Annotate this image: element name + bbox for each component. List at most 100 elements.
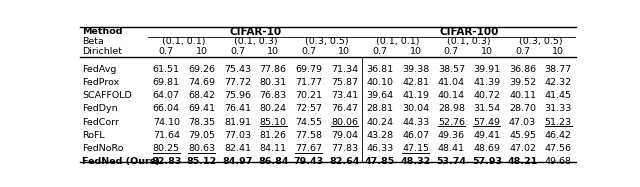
Text: 42.32: 42.32 xyxy=(545,78,572,87)
Text: 79.43: 79.43 xyxy=(294,157,324,166)
Text: 49.36: 49.36 xyxy=(438,131,465,140)
Text: 40.24: 40.24 xyxy=(367,118,394,127)
Text: 10: 10 xyxy=(410,47,422,56)
Text: 41.04: 41.04 xyxy=(438,78,465,87)
Text: 36.81: 36.81 xyxy=(367,65,394,74)
Text: 69.26: 69.26 xyxy=(188,65,216,74)
Text: 0.7: 0.7 xyxy=(515,47,530,56)
Text: 48.41: 48.41 xyxy=(438,144,465,153)
Text: 66.04: 66.04 xyxy=(153,105,180,114)
Text: FedNoRo: FedNoRo xyxy=(83,144,124,153)
Text: 77.83: 77.83 xyxy=(331,144,358,153)
Text: FedDyn: FedDyn xyxy=(83,105,118,114)
Text: 77.58: 77.58 xyxy=(295,131,323,140)
Text: 75.96: 75.96 xyxy=(224,91,251,100)
Text: RoFL: RoFL xyxy=(83,131,105,140)
Text: 81.91: 81.91 xyxy=(224,118,251,127)
Text: 79.05: 79.05 xyxy=(188,131,216,140)
Text: 46.33: 46.33 xyxy=(367,144,394,153)
Text: 85.12: 85.12 xyxy=(187,157,217,166)
Text: 39.91: 39.91 xyxy=(474,65,500,74)
Text: 77.67: 77.67 xyxy=(295,144,323,153)
Text: 78.35: 78.35 xyxy=(188,118,216,127)
Text: 69.81: 69.81 xyxy=(153,78,180,87)
Text: 77.86: 77.86 xyxy=(260,65,287,74)
Text: 80.24: 80.24 xyxy=(260,105,287,114)
Text: 31.54: 31.54 xyxy=(474,105,500,114)
Text: 41.19: 41.19 xyxy=(402,91,429,100)
Text: (0.3, 0.5): (0.3, 0.5) xyxy=(518,37,562,46)
Text: 28.70: 28.70 xyxy=(509,105,536,114)
Text: 42.81: 42.81 xyxy=(402,78,429,87)
Text: 74.10: 74.10 xyxy=(153,118,180,127)
Text: 47.03: 47.03 xyxy=(509,118,536,127)
Text: FedAvg: FedAvg xyxy=(83,65,117,74)
Text: 85.10: 85.10 xyxy=(260,118,287,127)
Text: 10: 10 xyxy=(552,47,564,56)
Text: 81.26: 81.26 xyxy=(260,131,287,140)
Text: Beta: Beta xyxy=(83,37,104,46)
Text: 73.41: 73.41 xyxy=(331,91,358,100)
Text: 40.11: 40.11 xyxy=(509,91,536,100)
Text: 46.42: 46.42 xyxy=(545,131,572,140)
Text: 48.21: 48.21 xyxy=(508,157,538,166)
Text: (0.1, 0.3): (0.1, 0.3) xyxy=(447,37,491,46)
Text: 28.81: 28.81 xyxy=(367,105,394,114)
Text: 57.93: 57.93 xyxy=(472,157,502,166)
Text: 61.51: 61.51 xyxy=(153,65,180,74)
Text: FedProx: FedProx xyxy=(83,78,120,87)
Text: 68.42: 68.42 xyxy=(188,91,216,100)
Text: 80.31: 80.31 xyxy=(260,78,287,87)
Text: 53.74: 53.74 xyxy=(436,157,467,166)
Text: 41.39: 41.39 xyxy=(474,78,500,87)
Text: 51.23: 51.23 xyxy=(545,118,572,127)
Text: Dirichlet: Dirichlet xyxy=(83,47,122,56)
Text: 77.72: 77.72 xyxy=(224,78,251,87)
Text: 10: 10 xyxy=(196,47,208,56)
Text: 71.34: 71.34 xyxy=(331,65,358,74)
Text: (0.1, 0.3): (0.1, 0.3) xyxy=(234,37,277,46)
Text: 0.7: 0.7 xyxy=(230,47,245,56)
Text: 40.10: 40.10 xyxy=(367,78,394,87)
Text: 48.69: 48.69 xyxy=(474,144,500,153)
Text: 0.7: 0.7 xyxy=(372,47,388,56)
Text: 69.79: 69.79 xyxy=(295,65,323,74)
Text: 77.03: 77.03 xyxy=(224,131,251,140)
Text: 46.07: 46.07 xyxy=(402,131,429,140)
Text: 76.47: 76.47 xyxy=(331,105,358,114)
Text: CIFAR-100: CIFAR-100 xyxy=(440,27,499,37)
Text: 71.77: 71.77 xyxy=(295,78,323,87)
Text: 79.04: 79.04 xyxy=(331,131,358,140)
Text: 31.33: 31.33 xyxy=(545,105,572,114)
Text: (0.1, 0.1): (0.1, 0.1) xyxy=(163,37,206,46)
Text: (0.3, 0.5): (0.3, 0.5) xyxy=(305,37,348,46)
Text: 76.83: 76.83 xyxy=(260,91,287,100)
Text: 30.04: 30.04 xyxy=(402,105,429,114)
Text: FedNed (Ours): FedNed (Ours) xyxy=(83,157,161,166)
Text: 49.68: 49.68 xyxy=(545,157,572,166)
Text: 82.64: 82.64 xyxy=(329,157,360,166)
Text: 44.33: 44.33 xyxy=(402,118,429,127)
Text: 57.49: 57.49 xyxy=(474,118,500,127)
Text: 45.95: 45.95 xyxy=(509,131,536,140)
Text: 0.7: 0.7 xyxy=(301,47,316,56)
Text: 0.7: 0.7 xyxy=(159,47,174,56)
Text: 75.43: 75.43 xyxy=(224,65,251,74)
Text: 86.84: 86.84 xyxy=(258,157,289,166)
Text: (0.1, 0.1): (0.1, 0.1) xyxy=(376,37,420,46)
Text: 47.56: 47.56 xyxy=(545,144,572,153)
Text: 0.7: 0.7 xyxy=(444,47,459,56)
Text: 43.28: 43.28 xyxy=(367,131,394,140)
Text: 52.76: 52.76 xyxy=(438,118,465,127)
Text: 69.41: 69.41 xyxy=(188,105,216,114)
Text: SCAFFOLD: SCAFFOLD xyxy=(83,91,132,100)
Text: 40.14: 40.14 xyxy=(438,91,465,100)
Text: 82.41: 82.41 xyxy=(224,144,251,153)
Text: 80.06: 80.06 xyxy=(331,118,358,127)
Text: 10: 10 xyxy=(339,47,351,56)
Text: 74.55: 74.55 xyxy=(295,118,323,127)
Text: 75.87: 75.87 xyxy=(331,78,358,87)
Text: 74.69: 74.69 xyxy=(188,78,216,87)
Text: 80.25: 80.25 xyxy=(153,144,180,153)
Text: 47.85: 47.85 xyxy=(365,157,395,166)
